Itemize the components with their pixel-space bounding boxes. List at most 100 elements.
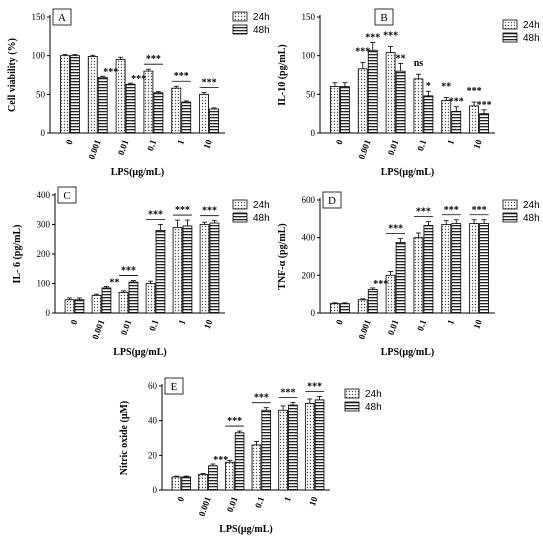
chart-panel-e: 0 20 40 60 Nitric oxide (μM) 0 0.001 0.01 0.1 1 10… [119, 377, 382, 535]
x-tick-label: 1 [175, 138, 186, 146]
significance-label: *** [383, 30, 398, 41]
bar-48h-0.001 [101, 287, 112, 314]
y-axis-label: Nitric oxide (μM) [119, 401, 130, 476]
y-axis-label: IL-10 (pg/mL) [277, 44, 288, 105]
bar-24h-0.01 [224, 461, 235, 491]
y-tick-label: 600 [302, 195, 316, 205]
bar-48h-10 [209, 108, 219, 134]
y-tick-label: 0 [153, 485, 158, 495]
panel-label: A [58, 12, 66, 24]
significance-label: ns [414, 58, 424, 69]
bar-24h-1 [441, 224, 452, 314]
legend-swatch-48h [232, 212, 248, 223]
legend-label: 48h [523, 33, 540, 44]
bar-48h-0.01 [234, 432, 245, 491]
x-axis-label: LPS(μg/mL) [111, 167, 164, 178]
y-tick-label: 150 [302, 12, 316, 22]
significance-label: *** [281, 387, 296, 398]
x-tick-label: 0.001 [197, 495, 213, 518]
y-tick-label: 400 [37, 190, 51, 200]
y-tick-label: 0 [46, 308, 51, 318]
bar-24h-0.001 [357, 68, 368, 134]
significance-label: *** [449, 97, 464, 108]
significance-label: ** [441, 81, 451, 92]
chart-panel-c: 0 100 200 300 400 IL- 6 (pg/mL) 0 0.001 0.01 0.1 1… [12, 186, 270, 358]
x-axis-label: LPS(μg/mL) [219, 524, 272, 535]
significance-label: *** [227, 416, 242, 427]
significance-label: *** [148, 210, 163, 221]
y-tick-label: 300 [37, 220, 51, 230]
significance-label: *** [146, 54, 161, 65]
bar-48h-1 [451, 110, 462, 134]
legend-swatch-48h [502, 32, 518, 43]
bar-48h-0.01 [128, 281, 139, 314]
x-tick-label: 0.01 [116, 138, 131, 157]
bar-48h-0.1 [155, 229, 166, 314]
x-tick-label: 0.001 [356, 318, 372, 341]
y-tick-label: 400 [302, 233, 316, 243]
y-tick-label: 150 [32, 12, 46, 22]
bar-48h-1 [182, 225, 193, 314]
bar-48h-10 [209, 222, 220, 314]
significance-label: *** [388, 224, 403, 235]
y-tick-label: 0 [41, 128, 46, 138]
significance-label: *** [254, 393, 269, 404]
x-tick-label: 0.01 [386, 318, 401, 337]
significance-label: *** [373, 279, 388, 290]
legend-label: 48h [253, 213, 270, 224]
bar-24h-0 [60, 55, 70, 134]
bar-48h-1 [288, 404, 298, 491]
bar-48h-0.01 [395, 70, 406, 134]
significance-label: *** [477, 100, 492, 111]
bar-24h-0 [330, 303, 340, 314]
x-tick-label: 0.1 [415, 138, 428, 152]
bar-24h-0 [330, 86, 340, 134]
bar-48h-0.01 [395, 241, 406, 314]
y-tick-label: 50 [36, 89, 46, 99]
bar-48h-10 [479, 223, 489, 314]
significance-label: ** [396, 53, 406, 64]
bar-24h-0.1 [145, 283, 156, 314]
bar-24h-0 [171, 476, 182, 491]
x-tick-label: 10 [471, 138, 484, 150]
legend-swatch-24h [232, 11, 248, 22]
significance-label: *** [365, 33, 380, 44]
x-tick-label: 0.1 [147, 318, 160, 332]
bar-24h-1 [171, 87, 182, 134]
bar-24h-0.1 [251, 444, 262, 491]
x-tick-label: 0.01 [119, 318, 134, 337]
x-tick-label: 10 [307, 495, 320, 507]
significance-label: *** [307, 381, 322, 392]
significance-label: *** [202, 206, 217, 217]
panel-label: E [171, 381, 178, 393]
legend-label: 48h [523, 213, 540, 224]
x-tick-label: 0.01 [225, 495, 240, 514]
y-tick-label: 100 [302, 51, 316, 61]
x-tick-label: 0.001 [86, 138, 102, 161]
x-tick-label: 0.001 [90, 318, 106, 341]
x-tick-label: 1 [445, 138, 456, 146]
x-tick-label: 0 [334, 138, 345, 146]
legend-swatch-48h [344, 401, 360, 412]
bar-48h-10 [314, 399, 325, 491]
x-tick-label: 1 [282, 495, 293, 503]
chart-panel-b: 0 50 100 150 IL-10 (pg/mL) 0 0.001 0.01 0.1 1 10 LP… [277, 8, 540, 178]
legend-swatch-24h [502, 19, 518, 30]
x-axis-label: LPS(μg/mL) [381, 347, 434, 358]
bar-24h-10 [469, 223, 479, 314]
significance-label: *** [416, 207, 431, 218]
y-tick-label: 200 [37, 249, 51, 259]
significance-label: *** [175, 205, 190, 216]
legend-swatch-24h [502, 199, 518, 210]
panel-label-box [322, 191, 342, 209]
legend-label: 24h [253, 12, 270, 23]
legend-label: 48h [365, 402, 382, 413]
significance-label: *** [174, 71, 189, 82]
legend-swatch-48h [232, 24, 248, 35]
x-tick-label: 0.1 [145, 138, 158, 152]
significance-label: *** [472, 205, 487, 216]
panel-label: D [328, 195, 336, 207]
significance-label: ** [109, 277, 119, 288]
significance-label: *** [103, 67, 118, 78]
y-tick-label: 100 [37, 279, 51, 289]
